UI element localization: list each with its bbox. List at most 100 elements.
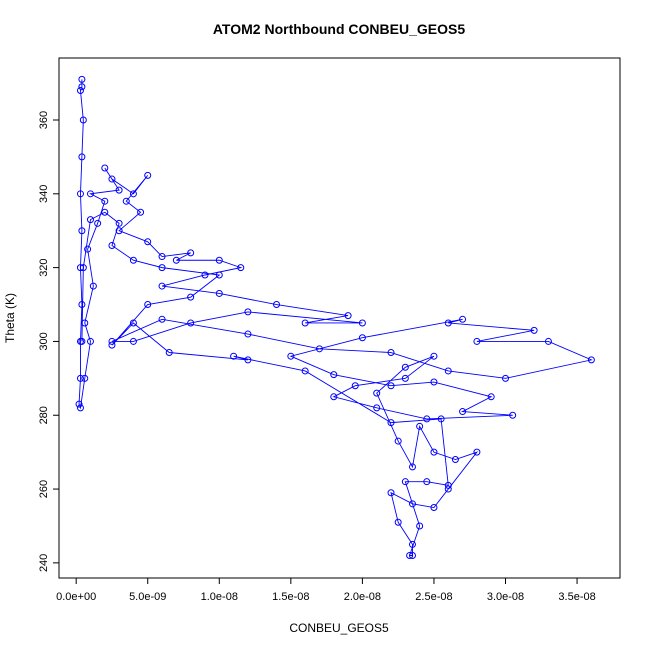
data-point xyxy=(437,415,445,423)
data-point xyxy=(287,352,295,360)
data-point xyxy=(115,186,123,194)
data-point xyxy=(187,249,195,257)
data-point xyxy=(430,378,438,386)
data-point xyxy=(406,551,414,559)
data-point xyxy=(78,227,86,235)
data-point xyxy=(444,367,452,375)
data-point xyxy=(315,345,323,353)
data-point xyxy=(129,319,137,327)
data-point xyxy=(473,448,481,456)
data-point xyxy=(387,419,395,427)
data-point xyxy=(78,75,86,83)
data-point xyxy=(301,367,309,375)
x-tick-label: 0.0e+00 xyxy=(56,591,96,603)
data-point xyxy=(509,411,517,419)
data-point xyxy=(408,540,416,548)
data-point xyxy=(230,352,238,360)
y-tick-label: 340 xyxy=(38,185,50,203)
data-point xyxy=(401,363,409,371)
data-point xyxy=(351,382,359,390)
data-point xyxy=(144,171,152,179)
data-point xyxy=(487,393,495,401)
data-point xyxy=(344,312,352,320)
data-point xyxy=(86,216,94,224)
data-point xyxy=(79,116,87,124)
data-point xyxy=(459,408,467,416)
data-point xyxy=(215,271,223,279)
data-point xyxy=(401,374,409,382)
data-point xyxy=(75,400,83,408)
data-point xyxy=(401,478,409,486)
data-point xyxy=(76,374,84,382)
data-point xyxy=(387,382,395,390)
data-point xyxy=(108,341,116,349)
data-point xyxy=(215,256,223,264)
data-point xyxy=(158,315,166,323)
data-point xyxy=(94,219,102,227)
data-point xyxy=(387,489,395,497)
data-point xyxy=(416,522,424,530)
data-point xyxy=(237,264,245,272)
data-point xyxy=(244,308,252,316)
data-point xyxy=(172,256,180,264)
data-point xyxy=(101,197,109,205)
x-tick-label: 1.5e-08 xyxy=(272,591,309,603)
data-point xyxy=(187,293,195,301)
data-point xyxy=(301,319,309,327)
data-point xyxy=(108,337,116,345)
data-point xyxy=(544,337,552,345)
data-point xyxy=(430,448,438,456)
plot-frame xyxy=(58,57,621,579)
data-point xyxy=(394,518,402,526)
data-point xyxy=(330,393,338,401)
data-point xyxy=(273,301,281,309)
y-tick-label: 300 xyxy=(38,332,50,350)
y-tick-label: 240 xyxy=(38,554,50,572)
data-point xyxy=(502,374,510,382)
data-point xyxy=(587,356,595,364)
data-point xyxy=(473,337,481,345)
data-point xyxy=(108,241,116,249)
data-point xyxy=(78,153,86,161)
data-point xyxy=(394,437,402,445)
x-tick-label: 5.0e-09 xyxy=(129,591,166,603)
x-tick-label: 3.5e-08 xyxy=(558,591,595,603)
data-point xyxy=(101,208,109,216)
y-axis-label: Theta (K) xyxy=(3,293,17,343)
data-point xyxy=(86,190,94,198)
data-point xyxy=(76,86,84,94)
data-point xyxy=(76,190,84,198)
data-point xyxy=(444,485,452,493)
data-point xyxy=(129,256,137,264)
series-line xyxy=(78,79,593,556)
data-point xyxy=(76,264,84,272)
data-point xyxy=(244,356,252,364)
data-point xyxy=(451,456,459,464)
data-point xyxy=(89,282,97,290)
data-point xyxy=(122,197,130,205)
y-tick-label: 360 xyxy=(38,111,50,129)
x-tick-label: 2.5e-08 xyxy=(415,591,452,603)
data-point xyxy=(430,504,438,512)
data-point xyxy=(444,481,452,489)
data-point xyxy=(165,349,173,357)
data-point xyxy=(108,175,116,183)
data-point xyxy=(78,301,86,309)
chart-title: ATOM2 Northbound CONBEU_GEOS5 xyxy=(213,21,465,37)
data-point xyxy=(358,334,366,342)
data-point xyxy=(423,478,431,486)
y-tick-label: 320 xyxy=(38,258,50,276)
data-point xyxy=(115,227,123,235)
data-point xyxy=(79,264,87,272)
data-point xyxy=(330,371,338,379)
data-point xyxy=(144,238,152,246)
data-point xyxy=(244,330,252,338)
data-point xyxy=(408,500,416,508)
data-point xyxy=(430,352,438,360)
data-point xyxy=(158,282,166,290)
data-point xyxy=(373,404,381,412)
data-point xyxy=(115,219,123,227)
data-point xyxy=(81,374,89,382)
